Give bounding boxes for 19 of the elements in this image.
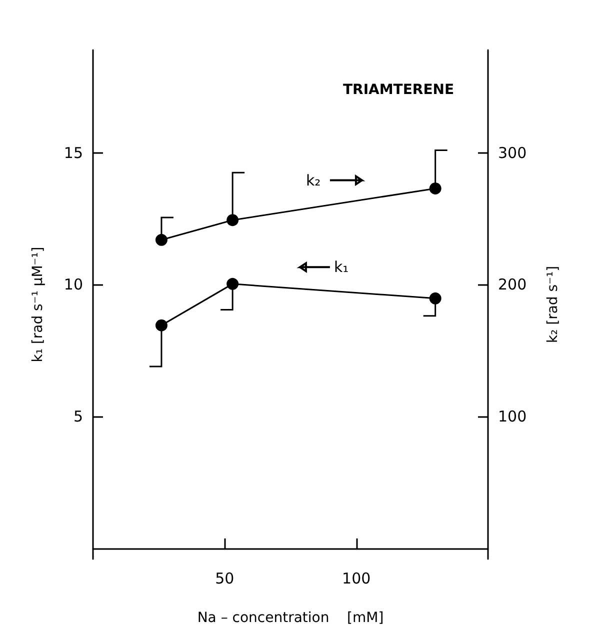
y2-tick-label: 300	[498, 144, 527, 162]
text: TRIAMTERENE	[343, 82, 454, 98]
x-axis-title: Na – concentration [mM]	[197, 610, 384, 626]
point	[226, 278, 239, 290]
point	[155, 319, 168, 332]
series-label: k₂	[306, 171, 321, 190]
point	[155, 234, 168, 246]
y-tick-label: 15	[64, 144, 83, 162]
x-tick-label: 50	[215, 570, 234, 588]
point	[429, 292, 442, 304]
y2-axis-title: k₂ [rad s⁻¹]	[545, 266, 561, 344]
y2-tick-label: 100	[498, 408, 527, 426]
y-axis-title: k₁ [rad s⁻¹ μM⁻¹]	[30, 246, 46, 362]
y2-tick-label: 200	[498, 276, 527, 294]
y-tick-label: 10	[64, 276, 83, 294]
y-tick-label: 5	[73, 408, 83, 426]
point	[226, 214, 239, 226]
point	[429, 182, 442, 194]
legend-label: k₁	[334, 258, 349, 276]
